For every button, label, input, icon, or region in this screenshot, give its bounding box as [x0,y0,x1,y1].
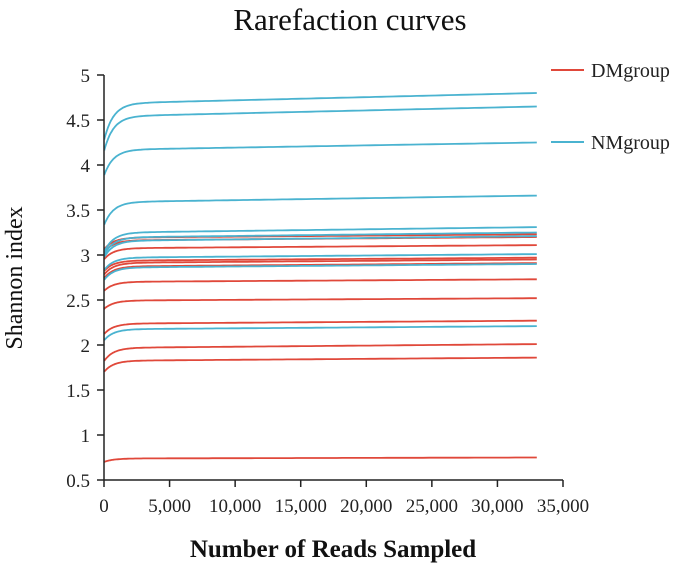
legend-label-nmgroup: NMgroup [591,132,670,154]
legend-item-dmgroup: DMgroup [551,60,670,82]
y-tick-label: 2 [81,336,91,357]
legend: DMgroup NMgroup [551,60,670,154]
y-tick-label: 3.5 [66,201,90,222]
rarefaction-curve-nmgroup [103,325,537,341]
rarefaction-curve-dmgroup [103,356,537,373]
x-tick-label: 10,000 [209,496,261,517]
rarefaction-curve-nmgroup [103,105,537,151]
x-tick-label: 25,000 [406,496,458,517]
rarefaction-curve-dmgroup [103,244,537,260]
x-axis-ticks: 0 5,000 10,000 15,000 20,000 25,000 30,000 35,0… [99,480,589,517]
rarefaction-curve-dmgroup [103,297,537,310]
x-tick-label: 5,000 [148,496,191,517]
y-tick-label: 1 [81,426,91,447]
rarefaction-curve-nmgroup [103,235,537,258]
rarefaction-curve-dmgroup [103,256,537,272]
y-tick-label: 5 [81,66,91,87]
y-axis-label: Shannon index [2,206,28,349]
rarefaction-curve-nmgroup [103,92,537,140]
rarefaction-curve-dmgroup [103,456,537,463]
chart-title: Rarefaction curves [233,2,466,37]
rarefaction-curve-dmgroup [103,343,537,362]
rarefaction-curve-dmgroup [103,319,537,335]
y-tick-label: 0.5 [66,471,90,492]
rarefaction-curve-nmgroup [103,253,537,271]
plot-area: 0.5 1 1.5 2 2.5 3 3.5 4 4.5 5 0 5,000 10,000 15,000 2… [66,66,589,517]
rarefaction-curve-nmgroup [103,141,537,176]
x-tick-label: 15,000 [275,496,327,517]
series-dmgroup [103,233,537,463]
rarefaction-curve-nmgroup [103,263,537,281]
legend-label-dmgroup: DMgroup [591,60,670,82]
curves-layer [103,92,537,463]
y-axis-ticks: 0.5 1 1.5 2 2.5 3 3.5 4 4.5 5 [66,66,104,492]
y-tick-label: 4 [81,156,91,177]
rarefaction-curve-dmgroup [103,262,537,279]
y-tick-label: 2.5 [66,291,90,312]
y-tick-label: 1.5 [66,381,90,402]
rarefaction-curve-dmgroup [103,258,537,276]
x-tick-label: 20,000 [340,496,392,517]
rarefaction-curve-dmgroup [103,278,537,292]
x-tick-label: 0 [99,496,109,517]
rarefaction-curve-nmgroup [103,226,537,253]
y-tick-label: 3 [81,246,91,267]
y-tick-label: 4.5 [66,111,90,132]
x-tick-label: 30,000 [471,496,523,517]
x-tick-label: 35,000 [537,496,589,517]
x-axis-label: Number of Reads Sampled [190,536,476,563]
legend-item-nmgroup: NMgroup [551,132,670,154]
rarefaction-curve-nmgroup [103,194,537,225]
rarefaction-curve-nmgroup [103,231,537,256]
series-nmgroup [103,92,537,341]
